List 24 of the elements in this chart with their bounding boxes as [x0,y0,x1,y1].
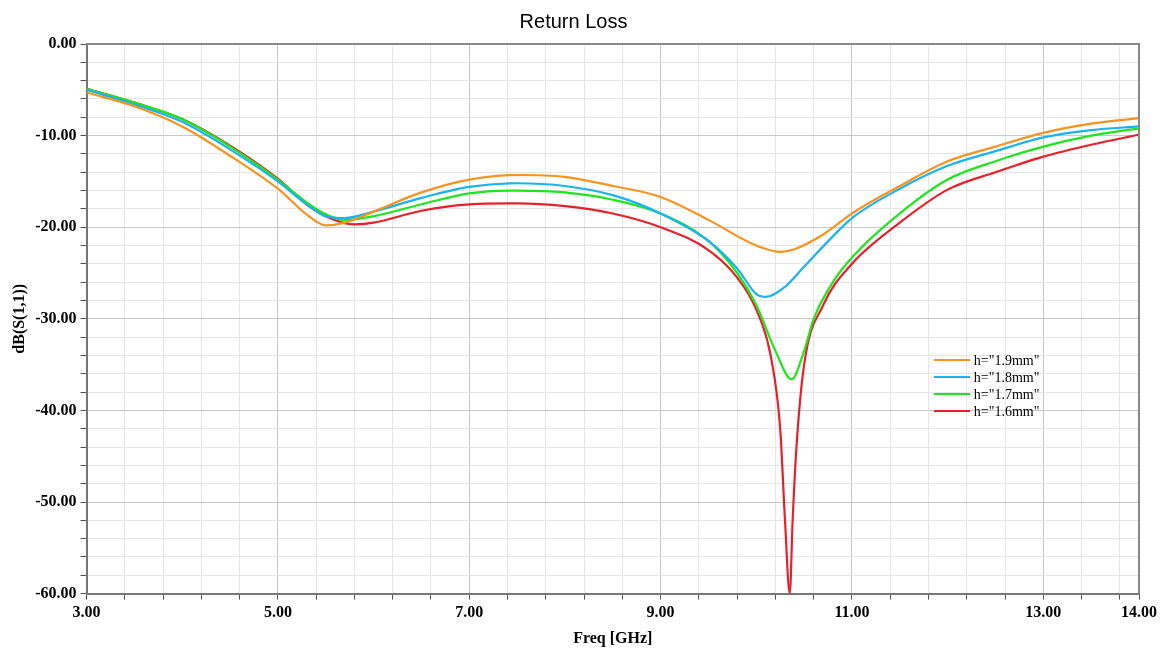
y-tick-label: -30.00 [35,308,77,326]
y-tick-label: -10.00 [35,125,77,143]
x-tick-label: 9.00 [646,603,675,621]
legend-label: h="1.8mm" [973,368,1040,386]
line-series [86,91,1139,254]
line-series [86,87,1139,381]
x-tick-label: 13.00 [1025,603,1062,621]
x-tick-label: 3.00 [72,603,101,621]
y-tick-label: -60.00 [35,583,77,601]
y-tick-label: 0.00 [48,34,77,52]
x-tick-label: 5.00 [263,603,292,621]
legend-label: h="1.7mm" [973,385,1040,403]
legend-label: h="1.9mm" [973,351,1040,369]
x-tick-label: 14.00 [1121,603,1157,621]
chart-title: Return Loss [519,9,628,32]
x-tick-label: 7.00 [455,603,484,621]
x-axis-title: Freq [GHz] [573,628,653,647]
y-tick-label: -20.00 [35,217,77,235]
legend-label: h="1.6mm" [973,402,1040,420]
y-tick-label: -50.00 [35,492,77,510]
x-tick-label: 11.00 [834,603,870,621]
y-axis-title: dB(S(1,1)) [9,283,28,354]
line-series [86,88,1139,298]
y-tick-label: -40.00 [35,400,77,418]
